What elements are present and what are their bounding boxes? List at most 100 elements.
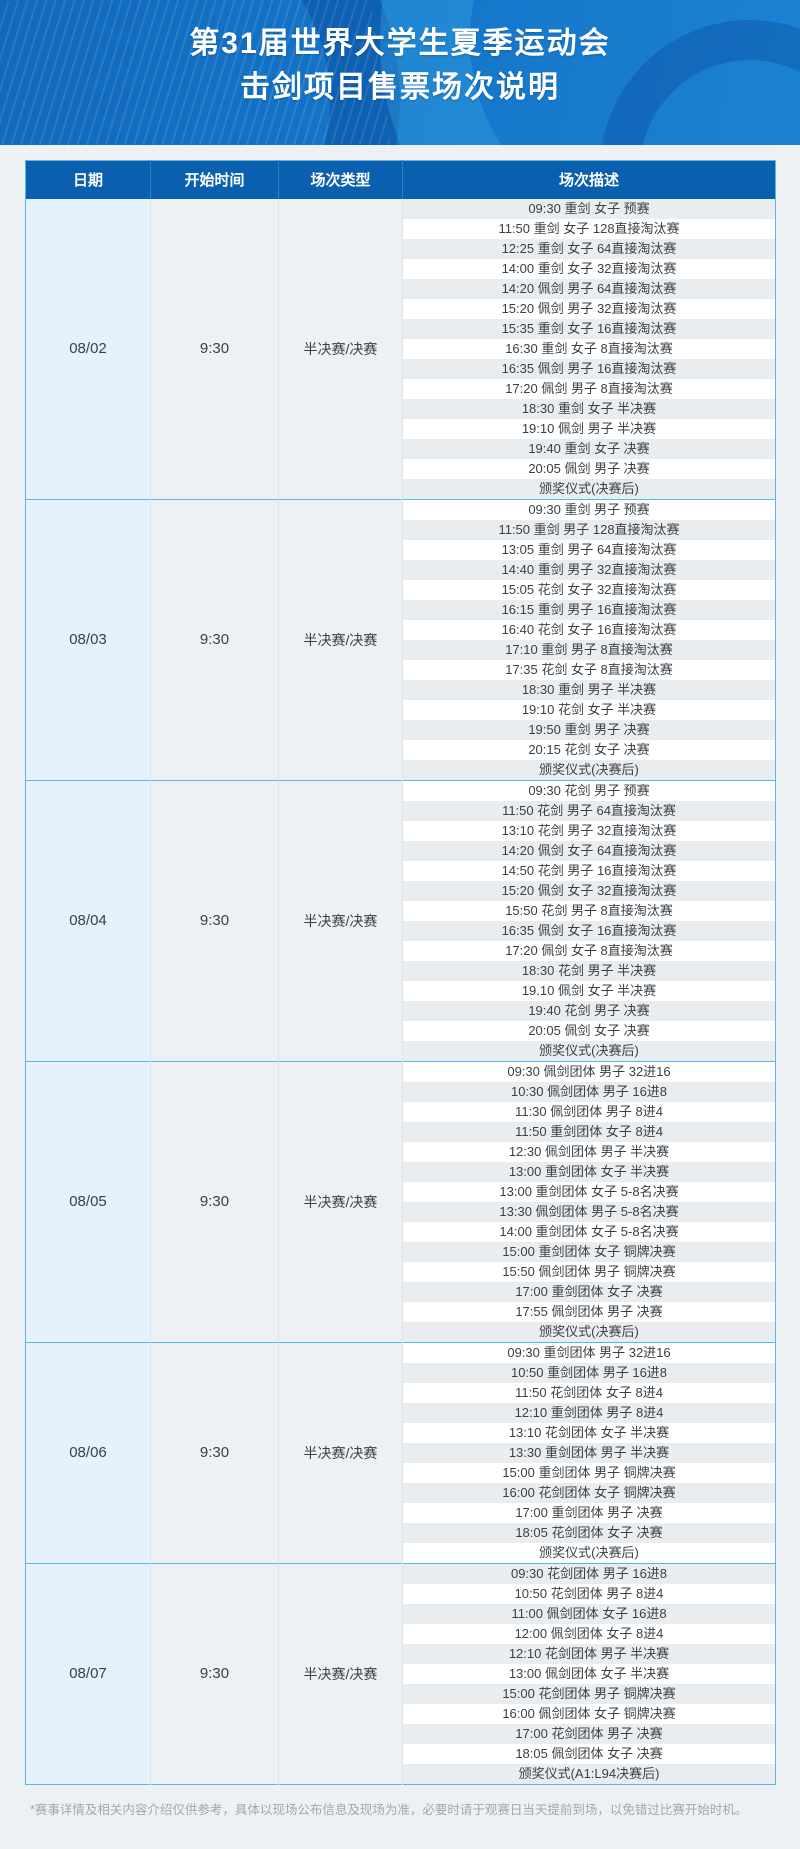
session-row: 13:10 花剑 男子 32直接淘汰赛 [26,820,776,841]
session-row: 14:20 佩剑 男子 64直接淘汰赛 [26,278,776,299]
session-row: 11:50 重剑 女子 128直接淘汰赛 [26,218,776,239]
session-description: 13:05 重剑 男子 64直接淘汰赛 [402,539,776,560]
session-row: 13:00 重剑团体 女子 半决赛 [26,1161,776,1182]
start-time-cell: 9:30 [150,1060,279,1342]
session-row: 13:00 佩剑团体 女子 半决赛 [26,1663,776,1684]
session-description: 13:30 重剑团体 男子 半决赛 [402,1442,776,1463]
date-cell: 08/05 [25,1060,151,1342]
session-description: 14:20 佩剑 女子 64直接淘汰赛 [402,840,776,861]
session-description: 09:30 花剑 男子 预赛 [402,779,776,801]
schedule-table-container: 日期 开始时间 场次类型 场次描述 08/02 9:30 半决赛/决赛 09:30 重… [0,145,800,1785]
session-row: 17:00 花剑团体 男子 决赛 [26,1723,776,1744]
column-header-date: 日期 [25,160,151,199]
session-description: 17:00 花剑团体 男子 决赛 [402,1723,776,1744]
page-title-line2: 击剑项目售票场次说明 [240,71,560,104]
session-row: 11:50 重剑团体 女子 8进4 [26,1121,776,1142]
session-description: 15:35 重剑 女子 16直接淘汰赛 [402,318,776,339]
session-row: 19:10 佩剑 男子 半决赛 [26,418,776,439]
session-row: 10:50 重剑团体 男子 16进8 [26,1362,776,1383]
session-row: 08/03 9:30 半决赛/决赛 09:30 重剑 男子 预赛 [25,498,776,780]
session-description: 颁奖仪式(决赛后) [402,1321,776,1342]
start-time-cell: 9:30 [150,779,279,1061]
session-row: 08/06 9:30 半决赛/决赛 09:30 重剑团体 男子 32进16 [25,1341,776,1563]
session-description: 15:50 佩剑团体 男子 铜牌决赛 [402,1261,776,1282]
schedule-table-body: 08/02 9:30 半决赛/决赛 09:30 重剑 女子 预赛 11:50 重剑 女子… [25,198,776,1784]
schedule-table: 日期 开始时间 场次类型 场次描述 08/02 9:30 半决赛/决赛 09:30 重… [25,160,776,1785]
session-row: 颁奖仪式(决赛后) [26,1040,776,1061]
page-header: 第31届世界大学生夏季运动会 击剑项目售票场次说明 [0,0,800,145]
session-description: 14:50 花剑 男子 16直接淘汰赛 [402,860,776,881]
session-row: 12:00 佩剑团体 女子 8进4 [26,1623,776,1644]
session-description: 17:55 佩剑团体 男子 决赛 [402,1301,776,1322]
session-row: 17:00 重剑团体 男子 决赛 [26,1502,776,1523]
session-description: 11:50 重剑 男子 128直接淘汰赛 [402,519,776,540]
session-row: 08/07 9:30 半决赛/决赛 09:30 花剑团体 男子 16进8 [25,1562,776,1784]
session-row: 15:50 花剑 男子 8直接淘汰赛 [26,900,776,921]
session-row: 16:30 重剑 女子 8直接淘汰赛 [26,338,776,359]
session-row: 18:30 重剑 男子 半决赛 [26,679,776,700]
session-description: 09:30 重剑 女子 预赛 [402,198,776,219]
session-description: 16:30 重剑 女子 8直接淘汰赛 [402,338,776,359]
session-description: 09:30 花剑团体 男子 16进8 [402,1562,776,1584]
session-row: 颁奖仪式(决赛后) [26,1542,776,1563]
date-cell: 08/02 [25,198,151,499]
session-row: 15:00 重剑团体 男子 铜牌决赛 [26,1462,776,1483]
session-description: 颁奖仪式(决赛后) [402,759,776,780]
session-description: 11:50 重剑团体 女子 8进4 [402,1121,776,1142]
date-cell: 08/07 [25,1562,151,1784]
session-row: 19:40 重剑 女子 决赛 [26,438,776,459]
session-description: 11:50 花剑团体 女子 8进4 [402,1382,776,1403]
session-row: 16:40 花剑 女子 16直接淘汰赛 [26,619,776,640]
session-row: 13:00 重剑团体 女子 5-8名决赛 [26,1181,776,1202]
start-time-cell: 9:30 [150,1562,279,1784]
session-description: 12:10 花剑团体 男子 半决赛 [402,1643,776,1664]
session-description: 12:25 重剑 女子 64直接淘汰赛 [402,238,776,259]
session-row: 14:20 佩剑 女子 64直接淘汰赛 [26,840,776,861]
session-row: 15:00 花剑团体 男子 铜牌决赛 [26,1683,776,1704]
session-description: 18:30 花剑 男子 半决赛 [402,960,776,981]
session-description: 18:05 佩剑团体 女子 决赛 [402,1743,776,1764]
session-row: 12:10 重剑团体 男子 8进4 [26,1402,776,1423]
session-description: 17:20 佩剑 女子 8直接淘汰赛 [402,940,776,961]
session-row: 19:50 重剑 男子 决赛 [26,719,776,740]
session-description: 12:10 重剑团体 男子 8进4 [402,1402,776,1423]
start-time-cell: 9:30 [150,498,279,780]
session-description: 15:20 佩剑 女子 32直接淘汰赛 [402,880,776,901]
session-description: 17:10 重剑 男子 8直接淘汰赛 [402,639,776,660]
session-description: 19.10 佩剑 女子 半决赛 [402,980,776,1001]
session-row: 16:00 佩剑团体 女子 铜牌决赛 [26,1703,776,1724]
session-row: 13:05 重剑 男子 64直接淘汰赛 [26,539,776,560]
session-row: 16:35 佩剑 男子 16直接淘汰赛 [26,358,776,379]
session-description: 11:50 花剑 男子 64直接淘汰赛 [402,800,776,821]
session-type-cell: 半决赛/决赛 [278,1562,403,1784]
session-row: 14:00 重剑 女子 32直接淘汰赛 [26,258,776,279]
session-description: 10:50 花剑团体 男子 8进4 [402,1583,776,1604]
session-description: 13:00 重剑团体 女子 半决赛 [402,1161,776,1182]
session-description: 13:00 佩剑团体 女子 半决赛 [402,1663,776,1684]
session-row: 14:40 重剑 男子 32直接淘汰赛 [26,559,776,580]
session-description: 15:00 重剑团体 女子 铜牌决赛 [402,1241,776,1262]
session-description: 17:00 重剑团体 男子 决赛 [402,1502,776,1523]
session-row: 08/02 9:30 半决赛/决赛 09:30 重剑 女子 预赛 [25,198,776,499]
session-description: 16:00 佩剑团体 女子 铜牌决赛 [402,1703,776,1724]
session-description: 12:30 佩剑团体 男子 半决赛 [402,1141,776,1162]
session-description: 17:35 花剑 女子 8直接淘汰赛 [402,659,776,680]
start-time-cell: 9:30 [150,1341,279,1563]
session-description: 11:30 佩剑团体 男子 8进4 [402,1101,776,1122]
session-row: 20:15 花剑 女子 决赛 [26,739,776,760]
column-header-session-description: 场次描述 [402,160,776,199]
disclaimer-note: *赛事详情及相关内容介绍仅供参考，具体以现场公布信息及现场为准，必要时请于观赛日… [30,1802,748,1817]
session-row: 20:05 佩剑 男子 决赛 [26,458,776,479]
column-header-start-time: 开始时间 [150,160,279,199]
session-description: 14:00 重剑 女子 32直接淘汰赛 [402,258,776,279]
session-row: 14:00 重剑团体 女子 5-8名决赛 [26,1221,776,1242]
session-row: 颁奖仪式(决赛后) [26,1321,776,1342]
session-description: 14:40 重剑 男子 32直接淘汰赛 [402,559,776,580]
session-row: 12:10 花剑团体 男子 半决赛 [26,1643,776,1664]
date-cell: 08/03 [25,498,151,780]
session-row: 13:10 花剑团体 女子 半决赛 [26,1422,776,1443]
session-description: 19:40 花剑 男子 决赛 [402,1000,776,1021]
session-row: 17:00 重剑团体 女子 决赛 [26,1281,776,1302]
session-row: 颁奖仪式(决赛后) [26,478,776,499]
session-row: 10:30 佩剑团体 男子 16进8 [26,1081,776,1102]
